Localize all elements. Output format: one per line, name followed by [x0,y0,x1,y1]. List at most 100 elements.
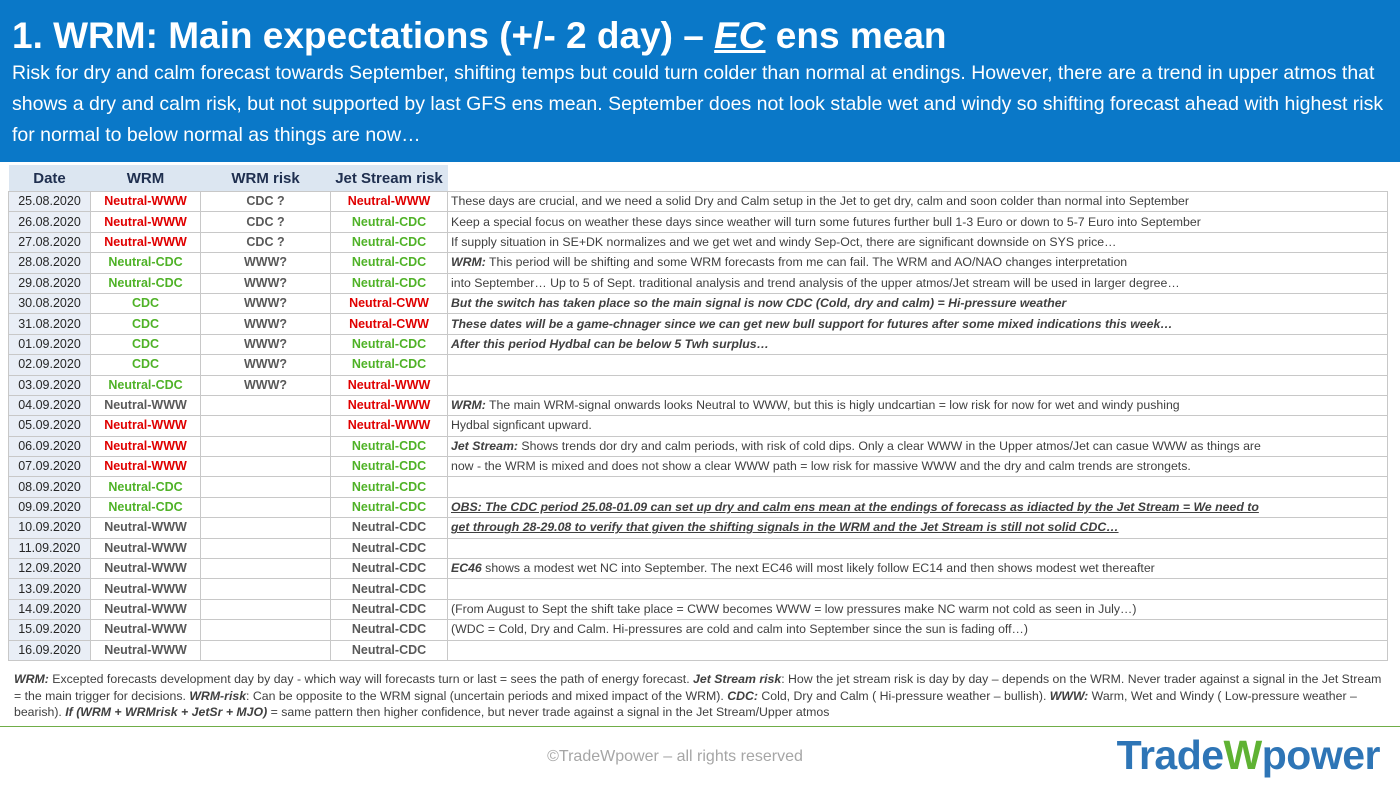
column-header: Jet Stream risk [330,165,448,192]
date-cell: 25.08.2020 [8,190,91,213]
risk-cell: WWW? [200,374,331,396]
jet-cell: Neutral-CDC [330,517,448,539]
date-cell: 10.09.2020 [8,517,91,539]
note-lead: Jet Stream: [451,438,518,453]
risk-cell [200,415,331,437]
note-cell: Keep a special focus on weather these da… [447,211,1388,233]
jet-cell: Neutral-CDC [330,252,448,274]
footnote-text: WRM-risk [189,688,247,703]
note-cell [447,354,1388,376]
column-header [448,165,1388,192]
risk-cell [200,598,331,621]
table-row: 13.09.2020 Neutral-WWW Neutral-CDC [8,578,1388,600]
note-text: Shows trends dor dry and calm periods, w… [517,438,1261,453]
note-cell [447,537,1388,560]
jet-cell: Neutral-CWW [330,292,448,315]
wrm-cell: Neutral-WWW [90,639,201,661]
forecast-table: Date WRM WRM risk Jet Stream risk 25.08.202… [8,165,1388,661]
wrm-cell: Neutral-WWW [90,190,201,213]
column-header: Date [8,165,91,192]
footnote-text: : Can be opposite to the WRM signal (unc… [246,688,728,703]
title-text: 1. WRM: Main expectations (+/- 2 day) – [12,15,715,56]
row-group: 04.09.2020 Neutral-WWW Neutral-WWW WRM: The… [8,394,1388,661]
jet-cell: Neutral-CDC [330,211,448,233]
date-cell: 29.08.2020 [8,272,91,294]
jet-cell: Neutral-CWW [330,313,448,335]
jet-cell: Neutral-WWW [330,415,448,437]
note-cell: get through 28-29.08 to verify that give… [447,517,1388,539]
note-text: These dates will be a game-chnager since… [451,316,1173,331]
table-row: 25.08.2020 Neutral-WWW CDC ? Neutral-WWW The… [8,190,1388,213]
jet-cell: Neutral-WWW [330,374,448,396]
note-text: (WDC = Cold, Dry and Calm. Hi-pressures … [451,622,1028,637]
table-row: 28.08.2020 Neutral-CDC WWW? Neutral-CDC WRM:… [8,252,1388,274]
table-row: 09.09.2020 Neutral-CDC Neutral-CDC OBS: The… [8,496,1388,519]
wrm-cell: Neutral-CDC [90,476,201,498]
table-row: 16.09.2020 Neutral-WWW Neutral-CDC [8,639,1388,661]
table-row: 10.09.2020 Neutral-WWW Neutral-CDC get thro… [8,517,1388,539]
risk-cell [200,578,331,600]
note-cell: into September… Up to 5 of Sept. traditi… [447,272,1388,294]
note-cell: WRM: The main WRM-signal onwards looks N… [447,394,1388,417]
risk-cell: WWW? [200,354,331,376]
jet-cell: Neutral-CDC [330,578,448,600]
jet-cell: Neutral-CDC [330,558,448,580]
footnote-text: Warm, Wet and Windy ( Low-pressure weath… [14,688,1357,720]
date-cell: 26.08.2020 [8,211,91,233]
note-lead: WRM: [451,398,486,413]
footnote-text: If (WRM + WRMrisk + JetSr + MJO) [65,705,268,719]
risk-cell [200,496,331,519]
table-row: 15.09.2020 Neutral-WWW Neutral-CDC (WDC = C… [8,619,1388,641]
wrm-cell: Neutral-WWW [90,456,201,478]
wrm-cell: Neutral-WWW [90,619,201,641]
table-row: 27.08.2020 Neutral-WWW CDC ? Neutral-CDC If … [8,231,1388,254]
date-cell: 30.08.2020 [8,292,91,315]
jet-cell: Neutral-CDC [330,639,448,661]
date-cell: 05.09.2020 [8,415,91,437]
logo-mark: W [1223,732,1263,778]
jet-cell: Neutral-CDC [330,598,448,621]
note-text: But the switch has taken place so the ma… [451,296,1067,311]
divider [0,726,1400,727]
note-text: (From August to Sept the shift take plac… [451,602,1137,616]
date-cell: 15.09.2020 [8,619,91,641]
title-text: ens mean [765,15,947,56]
note-cell: WRM: This period will be shifting and so… [447,252,1388,274]
note-cell: Hydbal signficant upward. [447,415,1388,437]
jet-cell: Neutral-WWW [330,394,448,417]
jet-cell: Neutral-CDC [330,333,448,356]
footnote: WRM: Excepted forecasts development day … [14,671,1386,721]
note-cell: After this period Hydbal can be below 5 … [447,333,1388,356]
table-row: 29.08.2020 Neutral-CDC WWW? Neutral-CDC into… [8,272,1388,294]
jet-cell: Neutral-CDC [330,435,448,458]
note-cell: OBS: The CDC period 25.08-01.09 can set … [447,496,1388,519]
footnote-text: Cold, Dry and Calm ( Hi-pressure weather… [757,688,1050,703]
footnote-text: = same pattern then higher confidence, b… [267,705,830,719]
risk-cell: WWW? [200,252,331,274]
logo-text: Trade [1116,732,1224,778]
footnote-text: : How the jet stream risk is day by day … [14,672,1382,703]
date-cell: 27.08.2020 [8,231,91,254]
wrm-cell: Neutral-WWW [90,415,201,437]
date-cell: 31.08.2020 [8,313,91,335]
row-group: 28.08.2020 Neutral-CDC WWW? Neutral-CDC WRM:… [8,252,1388,396]
column-header: WRM [90,165,201,192]
note-text: into September… Up to 5 of Sept. traditi… [451,275,1180,290]
note-cell: If supply situation in SE+DK normalizes … [447,231,1388,254]
risk-cell [200,435,331,458]
note-cell: But the switch has taken place so the ma… [447,292,1388,315]
note-cell: (WDC = Cold, Dry and Calm. Hi-pressures … [447,619,1388,641]
jet-cell: Neutral-CDC [330,456,448,478]
risk-cell: WWW? [200,313,331,335]
risk-cell: CDC ? [200,190,331,213]
note-cell: Jet Stream: Shows trends dor dry and cal… [447,435,1388,458]
footnote-text: WRM: [14,672,49,686]
note-cell [447,374,1388,396]
risk-cell [200,456,331,478]
note-text: If supply situation in SE+DK normalizes … [451,234,1117,249]
footnote-text: Excepted forecasts development day by da… [48,672,694,686]
table-row: 08.09.2020 Neutral-CDC Neutral-CDC [8,476,1388,498]
logo: TradeWpower [1116,732,1381,779]
date-cell: 03.09.2020 [8,374,91,396]
